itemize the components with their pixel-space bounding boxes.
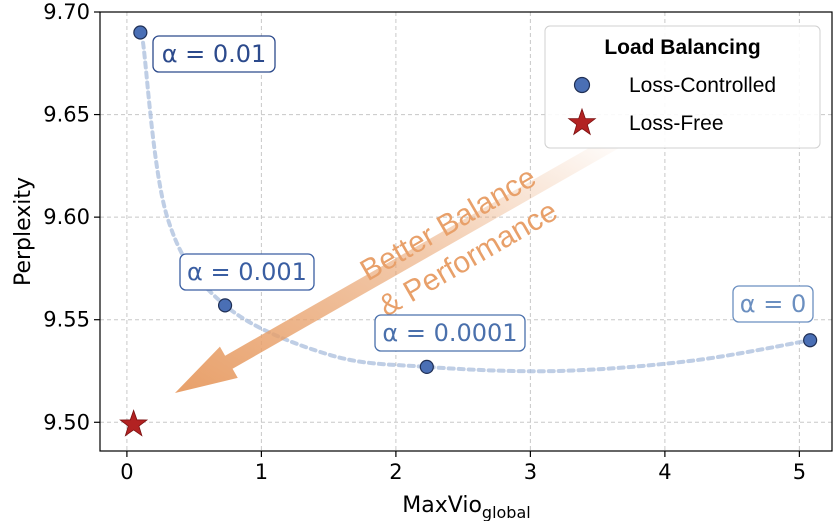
loss-free-point — [119, 409, 149, 437]
loss-controlled-point — [133, 25, 148, 40]
y-tick-label: 9.50 — [43, 410, 90, 434]
x-tick-label: 1 — [255, 460, 268, 484]
x-tick-label: 0 — [120, 460, 133, 484]
legend-entry-loss-free: Loss-Free — [629, 112, 724, 135]
legend-title: Load Balancing — [604, 36, 760, 59]
annotation-label: α = 0.0001 — [382, 319, 517, 347]
data-points — [119, 25, 818, 437]
legend-box — [544, 25, 821, 149]
annotation-label: α = 0.001 — [187, 258, 307, 286]
trend-curve — [141, 40, 813, 374]
y-tick-label: 9.55 — [43, 308, 90, 332]
plot-frame — [99, 11, 833, 452]
x-tick-label: 3 — [524, 460, 537, 484]
arrow-label: Better Balance& Performance — [355, 161, 563, 323]
annotation-label: α = 0 — [740, 290, 806, 318]
loss-controlled-point — [419, 359, 434, 374]
y-tick-label: 9.65 — [43, 103, 90, 127]
x-tick-label: 4 — [658, 460, 671, 484]
arrow-shape — [175, 133, 622, 393]
x-tick-label: 5 — [793, 460, 806, 484]
legend-entry-loss-controlled: Loss-Controlled — [629, 74, 776, 97]
y-tick-label: 9.60 — [43, 205, 90, 229]
y-axis-label: Perplexity — [11, 177, 36, 286]
legend: Load Balancing Loss-Controlled Loss-Free — [544, 25, 821, 149]
annotation-box — [179, 253, 315, 291]
annotation-box — [152, 35, 276, 73]
annotation-label: α = 0.01 — [162, 40, 267, 68]
axes: 0 1 2 3 4 5 9.50 9.55 9.60 9.65 9.70 MaxVioglobal Pe… — [11, 0, 833, 521]
loss-controlled-point — [217, 298, 233, 313]
legend-marker-loss-controlled — [573, 76, 591, 94]
trend-curve-path — [141, 40, 813, 374]
point-annotations: α = 0.01 α = 0.001 α = 0.0001 α = 0 — [152, 35, 814, 352]
annotation-box — [732, 285, 814, 323]
loss-controlled-point — [803, 333, 818, 348]
y-tick-label: 9.70 — [43, 0, 90, 24]
x-tick-label: 2 — [389, 460, 402, 484]
legend-marker-loss-free — [567, 107, 597, 136]
annotation-box — [374, 314, 526, 352]
x-axis-label: MaxVioglobal — [402, 493, 530, 521]
